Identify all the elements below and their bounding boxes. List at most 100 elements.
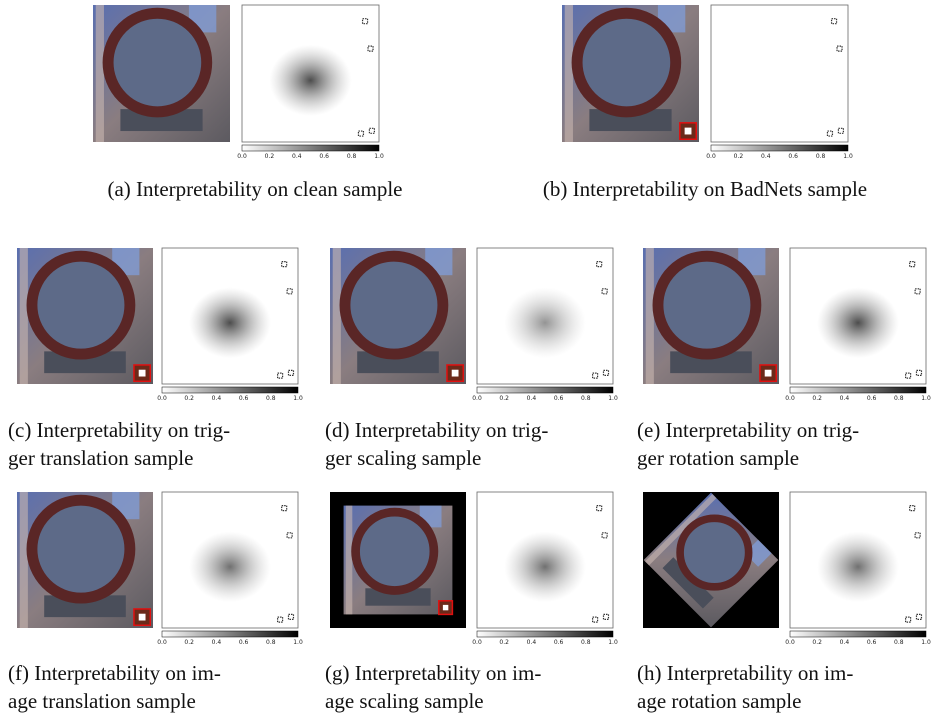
- colorbar-tick-label: 0.2: [734, 153, 744, 160]
- caption: (h) Interpretability on im-: [637, 661, 853, 685]
- colorbar-tick-label: 1.0: [374, 153, 384, 160]
- colorbar-tick-label: 0.0: [157, 395, 167, 402]
- colorbar-tick-label: 0.0: [157, 639, 167, 646]
- figure: 0.0 0.2 0.4 0.6 0.8 1.0 (a) Interpretability o…: [0, 0, 933, 724]
- colorbar-tick-label: 0.0: [785, 395, 795, 402]
- colorbar-tick-label: 0.0: [472, 639, 482, 646]
- colorbar-tick-label: 0.0: [785, 639, 795, 646]
- caption: (e) Interpretability on trig-: [637, 418, 859, 442]
- panel: 0.0 0.2 0.4 0.6 0.8 1.0 (a) Interpretability o…: [93, 5, 403, 201]
- caption: age rotation sample: [637, 689, 801, 713]
- trigger: [139, 370, 146, 377]
- colorbar-tick-label: 0.6: [319, 153, 329, 160]
- colorbar-tick-label: 1.0: [843, 153, 853, 160]
- colorbar-tick-label: 0.0: [706, 153, 716, 160]
- colorbar-tick-label: 0.6: [867, 395, 877, 402]
- colorbar-tick-label: 0.2: [812, 395, 822, 402]
- colorbar-tick-label: 0.6: [239, 639, 249, 646]
- trigger: [139, 614, 146, 621]
- colorbar-tick-label: 0.2: [499, 395, 509, 402]
- colorbar-tick-label: 0.2: [184, 639, 194, 646]
- colorbar-tick-label: 0.4: [527, 395, 537, 402]
- colorbar-tick-label: 0.2: [812, 639, 822, 646]
- colorbar: [790, 631, 926, 637]
- colorbar: [242, 145, 379, 151]
- panel: 0.0 0.2 0.4 0.6 0.8 1.0 (c) Interpretability o…: [8, 248, 303, 470]
- page: {"figure": { "colorbar_ticks": ["0.0", "…: [0, 0, 933, 724]
- colorbar-tick-label: 1.0: [921, 639, 931, 646]
- colorbar-tick-label: 0.6: [554, 395, 564, 402]
- sign-ring: [577, 13, 676, 112]
- colorbar-tick-label: 0.8: [581, 639, 591, 646]
- caption: (b) Interpretability on BadNets sample: [543, 177, 867, 201]
- trigger: [452, 370, 459, 377]
- image-stripe: [346, 506, 353, 615]
- caption: age scaling sample: [325, 689, 484, 713]
- image-stripe: [96, 5, 104, 142]
- colorbar-tick-label: 1.0: [921, 395, 931, 402]
- image-stripe: [20, 492, 28, 628]
- colorbar-tick-label: 0.6: [554, 639, 564, 646]
- saliency-blob: [269, 45, 351, 116]
- colorbar-tick-label: 0.8: [266, 395, 276, 402]
- caption: (c) Interpretability on trig-: [8, 418, 230, 442]
- colorbar-tick-label: 0.4: [212, 395, 222, 402]
- trigger: [685, 128, 692, 135]
- colorbar: [477, 631, 613, 637]
- sign-ring: [32, 500, 130, 598]
- colorbar-tick-label: 0.6: [239, 395, 249, 402]
- colorbar-tick-label: 0.8: [894, 639, 904, 646]
- caption: age translation sample: [8, 689, 196, 713]
- colorbar-tick-label: 0.4: [840, 395, 850, 402]
- caption: ger rotation sample: [637, 446, 799, 470]
- colorbar-tick-label: 0.8: [894, 395, 904, 402]
- colorbar-tick-label: 0.4: [212, 639, 222, 646]
- saliency-map: [711, 5, 848, 142]
- panel: 0.0 0.2 0.4 0.6 0.8 1.0 (h) Interpretability o…: [637, 492, 931, 713]
- colorbar: [162, 631, 298, 637]
- colorbar: [162, 387, 298, 393]
- colorbar-tick-label: 0.8: [347, 153, 357, 160]
- saliency-blob: [817, 287, 899, 358]
- saliency-blob: [189, 531, 271, 602]
- colorbar-tick-label: 0.0: [237, 153, 247, 160]
- panel: 0.0 0.2 0.4 0.6 0.8 1.0 (f) Interpretability o…: [8, 492, 303, 713]
- colorbar-tick-label: 0.2: [265, 153, 275, 160]
- colorbar: [790, 387, 926, 393]
- image-stripe: [20, 248, 28, 384]
- panel: 0.0 0.2 0.4 0.6 0.8 1.0 (e) Interpretability o…: [637, 248, 931, 470]
- caption: ger translation sample: [8, 446, 193, 470]
- colorbar-tick-label: 0.6: [788, 153, 798, 160]
- sign-ring: [658, 256, 756, 354]
- caption: (a) Interpretability on clean sample: [107, 177, 402, 201]
- colorbar-tick-label: 0.4: [761, 153, 771, 160]
- sign-ring: [108, 13, 207, 112]
- colorbar-tick-label: 0.8: [266, 639, 276, 646]
- saliency-blob: [817, 531, 899, 602]
- colorbar-tick-label: 0.8: [816, 153, 826, 160]
- caption: (f) Interpretability on im-: [8, 661, 221, 685]
- sign-ring: [32, 256, 130, 354]
- colorbar-tick-label: 0.2: [499, 639, 509, 646]
- saliency-blob: [189, 287, 271, 358]
- colorbar-tick-label: 1.0: [608, 639, 618, 646]
- colorbar-tick-label: 1.0: [293, 639, 303, 646]
- panel: 0.0 0.2 0.4 0.6 0.8 1.0 (b) Interpretability o…: [543, 5, 867, 201]
- colorbar-tick-label: 0.2: [184, 395, 194, 402]
- saliency-blob: [504, 287, 586, 358]
- colorbar: [711, 145, 848, 151]
- sign-ring: [345, 256, 443, 354]
- colorbar: [477, 387, 613, 393]
- colorbar-tick-label: 0.4: [840, 639, 850, 646]
- trigger: [765, 370, 772, 377]
- colorbar-tick-label: 0.6: [867, 639, 877, 646]
- colorbar-tick-label: 0.0: [472, 395, 482, 402]
- colorbar-tick-label: 0.4: [527, 639, 537, 646]
- colorbar-tick-label: 1.0: [293, 395, 303, 402]
- caption: (d) Interpretability on trig-: [325, 418, 548, 442]
- image-stripe: [646, 248, 654, 384]
- colorbar-tick-label: 0.4: [292, 153, 302, 160]
- colorbar-tick-label: 0.8: [581, 395, 591, 402]
